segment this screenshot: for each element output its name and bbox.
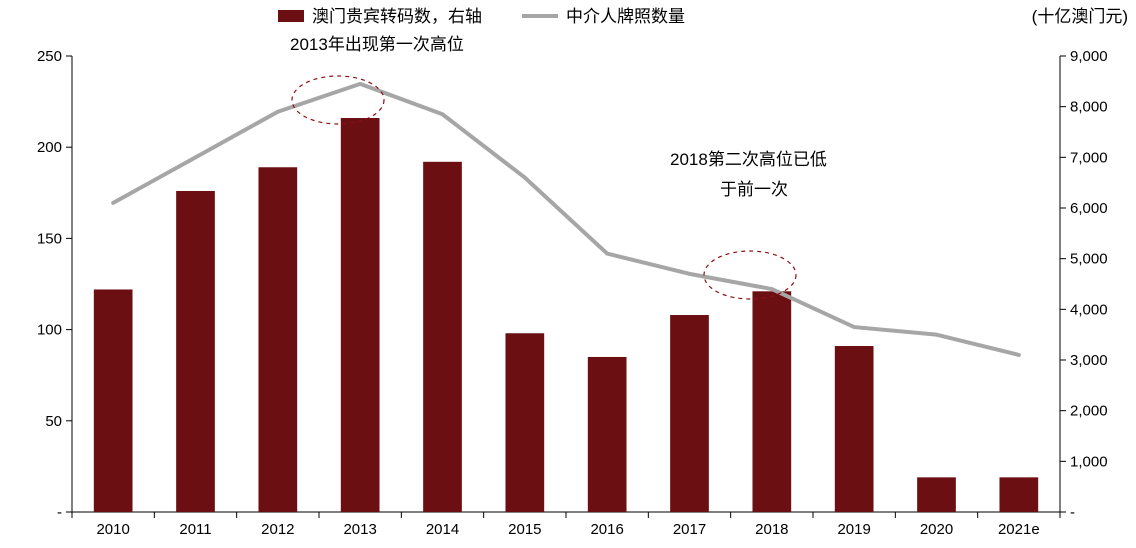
chart-container: - 50 100 150 200 250 - 1,000 2,000 3,000 4,000 5,00…	[0, 0, 1136, 548]
legend-swatch-bar	[278, 10, 304, 22]
x-category-label: 2020	[920, 521, 953, 538]
bar	[94, 289, 133, 512]
right-axis-label: 1,000	[1070, 453, 1108, 470]
x-category-label: 2012	[261, 521, 294, 538]
annotation-text: 于前一次	[720, 180, 788, 199]
bar	[423, 162, 462, 512]
bar	[999, 477, 1038, 512]
chart-svg: - 50 100 150 200 250 - 1,000 2,000 3,000 4,000 5,00…	[0, 0, 1136, 548]
x-category-label: 2014	[426, 521, 459, 538]
x-category-label: 2017	[673, 521, 706, 538]
unit-label: (十亿澳门元)	[1032, 7, 1128, 26]
bar	[176, 191, 215, 512]
left-axis-label: -	[57, 504, 62, 521]
left-axis-label: 100	[37, 322, 62, 339]
legend-label: 澳门贵宾转码数，右轴	[312, 7, 482, 26]
x-category-label: 2013	[343, 521, 376, 538]
right-axis-label: 8,000	[1070, 99, 1108, 116]
bar	[505, 333, 544, 512]
right-axis-label: 6,000	[1070, 200, 1108, 217]
legend-label: 中介人牌照数量	[566, 7, 685, 26]
bar	[588, 357, 627, 512]
line-series	[113, 84, 1019, 355]
bar	[752, 291, 791, 512]
x-category-label: 2018	[755, 521, 788, 538]
right-axis-label: 2,000	[1070, 403, 1108, 420]
bar	[917, 477, 956, 512]
x-category-label: 2010	[96, 521, 129, 538]
right-axis-label: 4,000	[1070, 301, 1108, 318]
x-category-label: 2016	[590, 521, 623, 538]
left-axis-label: 50	[45, 413, 62, 430]
right-axis-label: -	[1070, 504, 1075, 521]
x-category-label: 2019	[837, 521, 870, 538]
annotation-text: 2018第二次高位已低	[670, 150, 827, 169]
right-axis-label: 3,000	[1070, 352, 1108, 369]
annotation-text: 2013年出现第一次高位	[290, 35, 464, 54]
left-axis-label: 150	[37, 230, 62, 247]
right-axis-label: 9,000	[1070, 48, 1108, 65]
bar	[341, 118, 380, 512]
right-axis-label: 7,000	[1070, 149, 1108, 166]
left-axis-label: 250	[37, 48, 62, 65]
right-axis-label: 5,000	[1070, 251, 1108, 268]
left-axis-label: 200	[37, 139, 62, 156]
x-category-label: 2015	[508, 521, 541, 538]
bar	[258, 167, 297, 512]
bar	[835, 346, 874, 512]
x-category-label: 2011	[179, 521, 211, 538]
bar	[670, 315, 709, 512]
annotation-ellipse	[292, 76, 384, 124]
x-category-label: 2021e	[998, 521, 1040, 538]
